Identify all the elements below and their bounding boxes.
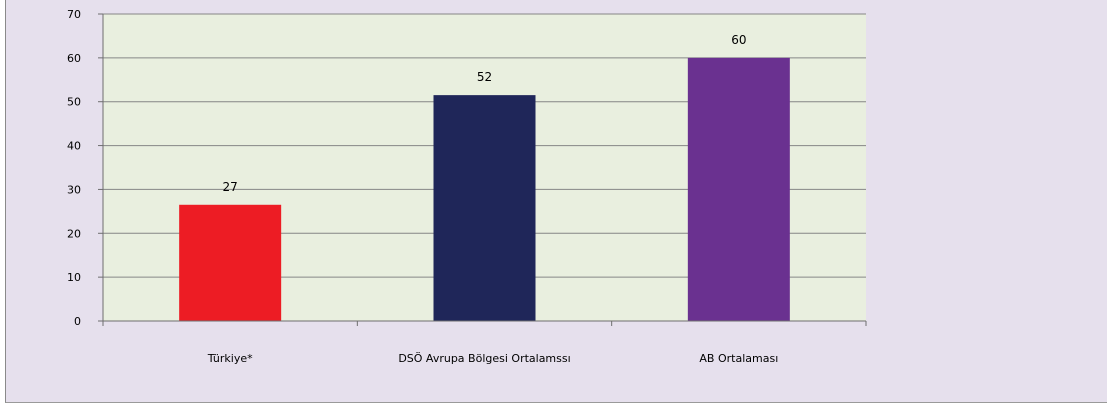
y-tick-label: 0: [74, 315, 81, 328]
y-tick-label: 60: [67, 52, 81, 65]
category-label: AB Ortalaması: [699, 352, 778, 365]
bar: [687, 57, 790, 321]
y-tick-label: 70: [67, 8, 81, 21]
data-label: 27: [223, 180, 238, 194]
y-tick-label: 40: [67, 140, 81, 153]
category-label: DSÖ Avrupa Bölgesi Ortalamssı: [398, 352, 570, 365]
category-label: Türkiye*: [207, 352, 253, 365]
data-label: 52: [477, 70, 492, 84]
bars: [179, 57, 790, 321]
data-label: 60: [731, 33, 746, 47]
bar: [433, 95, 536, 321]
y-tick-label: 20: [67, 227, 81, 240]
y-tick-label: 30: [67, 183, 81, 196]
y-tick-label: 50: [67, 96, 81, 109]
category-labels: Türkiye* DSÖ Avrupa Bölgesi Ortalamssı AB …: [207, 352, 779, 365]
y-tick-label: 10: [67, 271, 81, 284]
data-labels: 27 52 60: [223, 33, 747, 194]
bar: [179, 204, 282, 321]
axes: [102, 14, 867, 326]
y-tick-labels: 0 10 20 30 40 50 60 70: [67, 8, 81, 328]
